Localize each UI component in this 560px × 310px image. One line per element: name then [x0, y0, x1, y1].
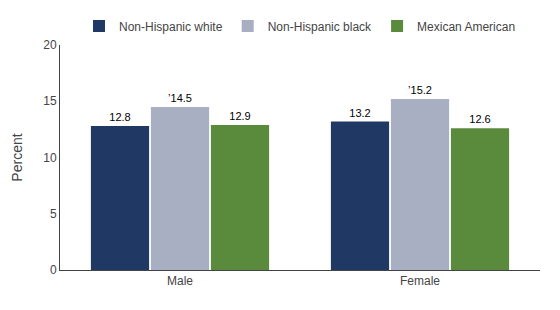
svg-text:’14.5: ’14.5 [168, 92, 192, 104]
svg-text:12.9: 12.9 [229, 110, 250, 122]
svg-text:Mexican American: Mexican American [417, 20, 515, 34]
svg-text:Male: Male [167, 274, 193, 288]
svg-text:0: 0 [50, 263, 57, 277]
svg-text:Percent: Percent [9, 133, 25, 181]
svg-text:Non-Hispanic white: Non-Hispanic white [119, 20, 223, 34]
svg-text:’15.2: ’15.2 [408, 84, 432, 96]
svg-text:Female: Female [400, 274, 440, 288]
svg-text:12.6: 12.6 [469, 113, 490, 125]
svg-text:5: 5 [50, 207, 57, 221]
svg-text:20: 20 [43, 38, 57, 52]
svg-text:Non-Hispanic black: Non-Hispanic black [268, 20, 372, 34]
svg-text:10: 10 [43, 151, 57, 165]
svg-text:15: 15 [43, 94, 57, 108]
svg-text:13.2: 13.2 [349, 107, 370, 119]
svg-text:12.8: 12.8 [109, 111, 130, 123]
